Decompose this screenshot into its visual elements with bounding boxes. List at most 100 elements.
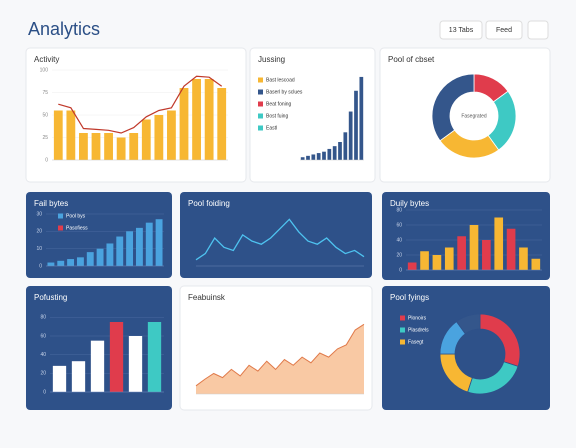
legend-swatch (400, 315, 405, 321)
bar (91, 133, 101, 160)
bar (71, 361, 86, 392)
legend-label: Eastl (266, 125, 277, 131)
legend-swatch (258, 125, 263, 131)
feed-button[interactable] (485, 20, 523, 40)
bar (457, 236, 466, 270)
bar (420, 251, 429, 270)
bar (47, 262, 55, 266)
bar (204, 79, 214, 160)
area-line (195, 323, 365, 387)
card-title: Fail bytes (34, 199, 68, 208)
bar (332, 146, 337, 160)
bar (53, 110, 63, 160)
bar (116, 236, 124, 266)
legend-swatch (258, 89, 263, 95)
bar (147, 322, 162, 392)
bar (135, 227, 143, 266)
tabs-button[interactable] (439, 20, 483, 40)
card-title: Feabuinsk (188, 293, 226, 302)
bar (67, 259, 75, 266)
legend-label: Fasegt (408, 339, 424, 345)
donut-segment (431, 73, 475, 142)
bar (348, 111, 353, 160)
legend-label: Beat foning (266, 101, 292, 107)
bar (106, 243, 114, 266)
bar (531, 258, 541, 270)
feed-label: Feed (496, 27, 512, 34)
legend-label: Plasdrels (408, 327, 429, 333)
legend-swatch (258, 77, 263, 83)
bar (359, 76, 364, 160)
trend-line (58, 75, 223, 134)
legend-swatch (400, 327, 405, 333)
bar (343, 132, 348, 160)
legend-label: Baserl by sclues (266, 89, 303, 95)
y-tick-label: 80 (396, 207, 402, 213)
bar (322, 151, 326, 160)
card-title: Pofusting (34, 293, 67, 302)
bar (155, 219, 163, 266)
card (180, 192, 372, 278)
legend-swatch (58, 225, 63, 231)
card-title: Activity (34, 55, 59, 64)
bar (126, 231, 134, 266)
card (379, 47, 551, 183)
bar (306, 155, 310, 160)
bar (311, 154, 316, 160)
y-tick-label: 50 (42, 112, 48, 118)
bar (141, 119, 151, 160)
bar (327, 148, 332, 160)
y-tick-label: 0 (39, 263, 42, 269)
bar (494, 217, 504, 270)
legend-swatch (258, 113, 263, 119)
bar (407, 262, 417, 270)
bar (145, 222, 153, 266)
legend-label: Bast lescoad (266, 77, 295, 83)
bar (109, 322, 124, 392)
legend-swatch (58, 213, 63, 219)
bar (167, 110, 176, 160)
bar (128, 336, 143, 392)
legend-swatch (400, 339, 405, 345)
y-tick-label: 0 (399, 267, 402, 273)
bar (338, 142, 342, 160)
bar (217, 88, 227, 160)
bar (300, 157, 305, 160)
card-title: Pool of cbset (388, 55, 435, 64)
y-tick-label: 75 (42, 90, 48, 96)
menu-button[interactable] (527, 20, 549, 40)
y-tick-label: 40 (40, 352, 46, 358)
y-tick-label: 60 (396, 222, 402, 228)
bar (57, 260, 65, 266)
bar (506, 228, 516, 270)
bar (104, 133, 113, 160)
y-tick-label: 20 (396, 252, 402, 258)
legend-label: Plonoirs (408, 315, 427, 321)
legend-label: Bost fuing (266, 113, 288, 119)
bar (76, 257, 84, 266)
donut-center: Fasegrated (461, 113, 487, 119)
bar (192, 79, 201, 160)
card-title: Jussing (258, 55, 285, 64)
y-tick-label: 40 (396, 237, 402, 243)
bar (519, 247, 528, 270)
bar (154, 115, 164, 160)
y-tick-label: 60 (40, 333, 46, 339)
area (196, 324, 364, 394)
bar (52, 365, 67, 392)
bar (432, 255, 442, 270)
card-title: Pool fyings (390, 293, 429, 302)
legend-label: Pool bys (66, 213, 86, 219)
y-tick-label: 100 (40, 67, 49, 73)
bar (86, 252, 94, 266)
bar (90, 340, 105, 392)
bar (469, 225, 479, 270)
bar (482, 240, 491, 270)
y-tick-label: 0 (45, 157, 48, 163)
bar (444, 247, 454, 270)
bar (316, 153, 321, 160)
bar (179, 88, 189, 160)
bar (79, 133, 88, 160)
y-tick-label: 80 (40, 315, 46, 321)
